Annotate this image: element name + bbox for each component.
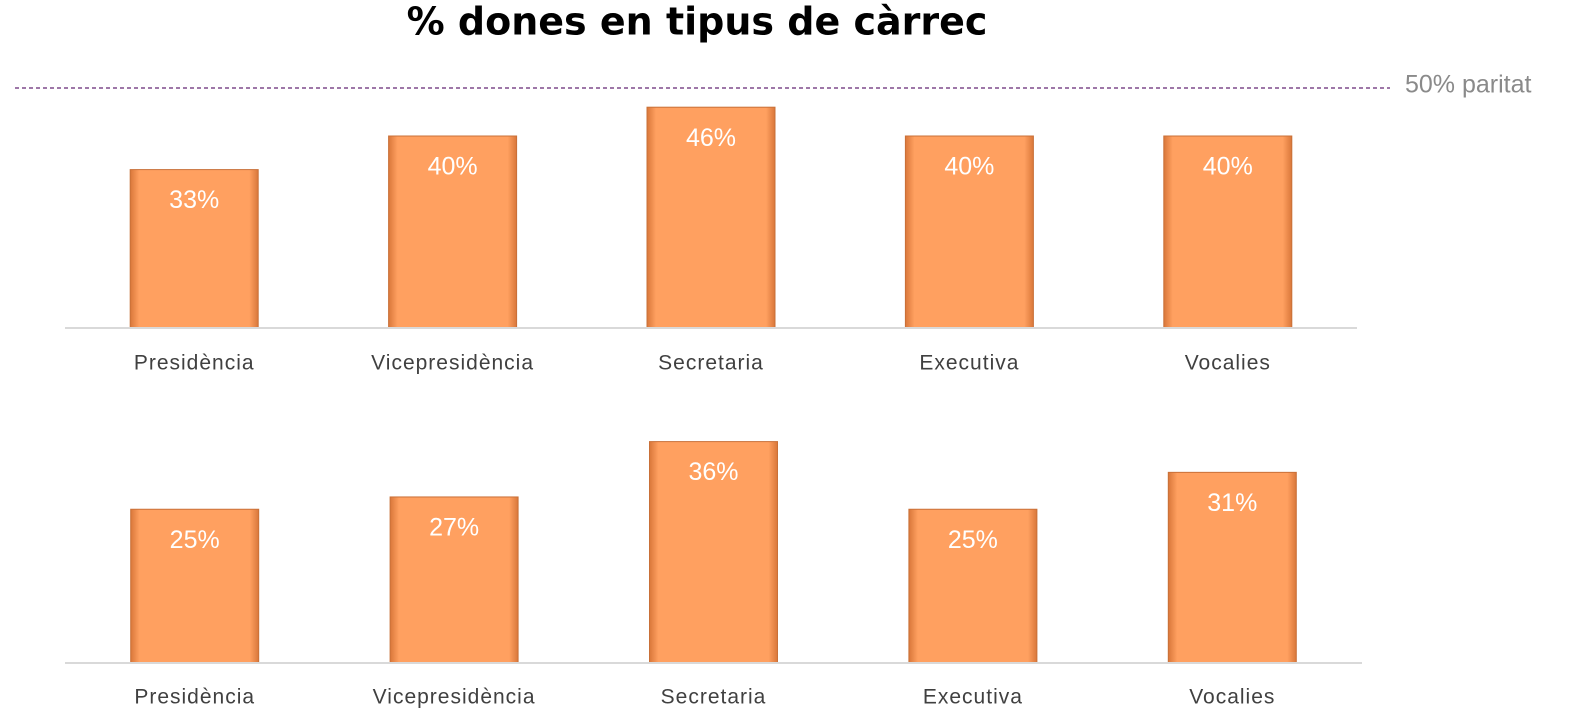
value-label: 40% bbox=[1203, 153, 1253, 181]
bar bbox=[388, 135, 518, 329]
value-label: 36% bbox=[688, 458, 738, 486]
x-tick-label: Vocalies bbox=[1189, 686, 1275, 709]
value-label: 27% bbox=[429, 514, 479, 542]
bar bbox=[1167, 471, 1297, 664]
value-label: 25% bbox=[948, 526, 998, 554]
x-tick-label: Executiva bbox=[923, 686, 1023, 709]
x-tick-label: Presidència bbox=[134, 352, 255, 375]
x-tick-label: Vicepresidència bbox=[373, 686, 536, 709]
x-tick-label: Secretaria bbox=[658, 352, 764, 375]
bar bbox=[646, 106, 776, 329]
bar bbox=[389, 496, 519, 664]
x-tick-label: Vicepresidència bbox=[371, 352, 534, 375]
value-label: 40% bbox=[428, 153, 478, 181]
value-label: 46% bbox=[686, 124, 736, 152]
value-label: 40% bbox=[944, 153, 994, 181]
chart-title: % dones en tipus de càrrec bbox=[407, 0, 988, 44]
value-label: 25% bbox=[170, 526, 220, 554]
bar bbox=[130, 508, 260, 664]
reference-label: 50% paritat bbox=[1405, 71, 1532, 99]
x-tick-label: Presidència bbox=[134, 686, 255, 709]
value-label: 33% bbox=[169, 186, 219, 214]
value-label: 31% bbox=[1207, 489, 1257, 517]
bar bbox=[129, 169, 259, 329]
bar bbox=[649, 441, 778, 664]
bar bbox=[908, 508, 1038, 664]
x-tick-label: Executiva bbox=[919, 352, 1019, 375]
x-tick-label: Vocalies bbox=[1185, 352, 1271, 375]
x-tick-label: Secretaria bbox=[661, 686, 767, 709]
